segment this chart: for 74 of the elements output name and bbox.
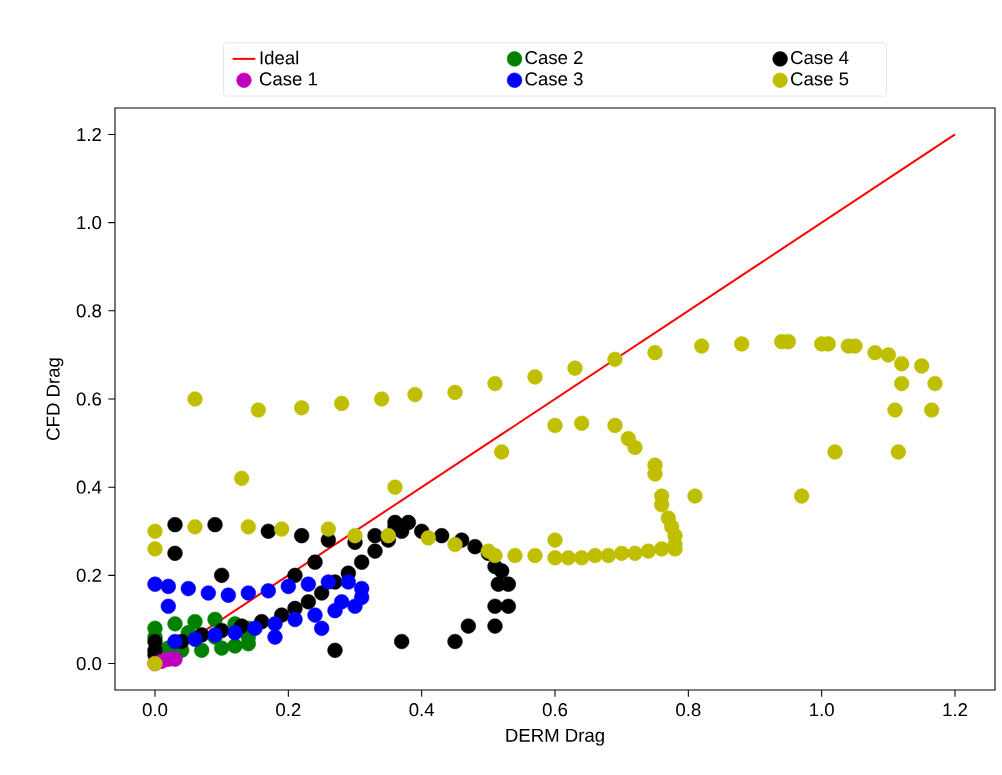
point	[260, 583, 276, 599]
point	[354, 554, 370, 570]
legend-label: Ideal	[260, 50, 299, 65]
point	[247, 620, 263, 636]
point	[334, 594, 350, 610]
x-tick-label: 0.8	[676, 703, 701, 717]
y-tick-label: 0.6	[76, 392, 102, 406]
point	[220, 587, 236, 603]
x-axis-title: DERM Drag	[506, 728, 604, 746]
point	[314, 585, 330, 601]
point	[147, 576, 163, 592]
point	[194, 642, 210, 658]
point	[294, 528, 310, 544]
legend-label: Case 5	[791, 72, 849, 86]
point	[160, 578, 176, 594]
point	[280, 578, 296, 594]
point	[434, 528, 450, 544]
point	[167, 545, 183, 561]
point	[207, 611, 223, 628]
point	[467, 539, 483, 555]
point	[260, 523, 276, 539]
point	[487, 618, 503, 634]
point	[367, 543, 383, 559]
point	[307, 607, 323, 623]
point	[500, 598, 516, 614]
y-axis-title: CFD Drag	[46, 358, 64, 440]
point	[180, 580, 196, 597]
point	[214, 640, 230, 656]
y-tick-label: 0.8	[76, 304, 102, 318]
point	[214, 567, 230, 583]
point	[340, 574, 356, 590]
point	[227, 625, 243, 641]
x-tick-label: 0.4	[409, 703, 435, 717]
point	[320, 574, 336, 590]
point	[347, 598, 363, 614]
point	[207, 517, 223, 533]
legend-label: Case 3	[525, 72, 583, 86]
legend-label: Case 2	[525, 50, 583, 65]
point	[460, 618, 476, 634]
x-tick-label: 0.6	[542, 703, 568, 717]
point	[447, 633, 463, 650]
point	[287, 611, 303, 628]
point	[487, 598, 503, 614]
point	[327, 642, 343, 658]
x-tick-label: 1.2	[943, 703, 968, 717]
point	[267, 616, 283, 632]
point	[187, 631, 203, 647]
point	[167, 616, 183, 632]
point	[494, 563, 510, 579]
y-tick-label: 1.0	[77, 216, 102, 230]
point	[160, 598, 176, 614]
x-tick-label: 1.0	[810, 703, 834, 717]
point	[300, 594, 316, 610]
point	[167, 517, 183, 533]
point	[300, 576, 316, 592]
point	[287, 567, 303, 583]
y-tick-label: 0.4	[76, 480, 102, 494]
point	[200, 585, 216, 601]
point	[167, 633, 183, 650]
legend-label: Case 1	[259, 72, 317, 86]
point	[367, 528, 383, 544]
y-tick-label: 0.2	[76, 568, 101, 582]
point	[307, 554, 323, 570]
legend-label: Case 4	[791, 50, 849, 65]
y-tick-label: 0.0	[76, 656, 102, 671]
point	[394, 633, 410, 650]
x-tick-label: 0.2	[276, 703, 301, 717]
point	[267, 629, 283, 645]
point	[187, 614, 203, 630]
point	[240, 585, 256, 601]
x-tick-label: 0.0	[142, 703, 168, 717]
y-tick-label: 1.2	[77, 127, 101, 141]
point	[227, 638, 243, 654]
point	[314, 620, 330, 636]
